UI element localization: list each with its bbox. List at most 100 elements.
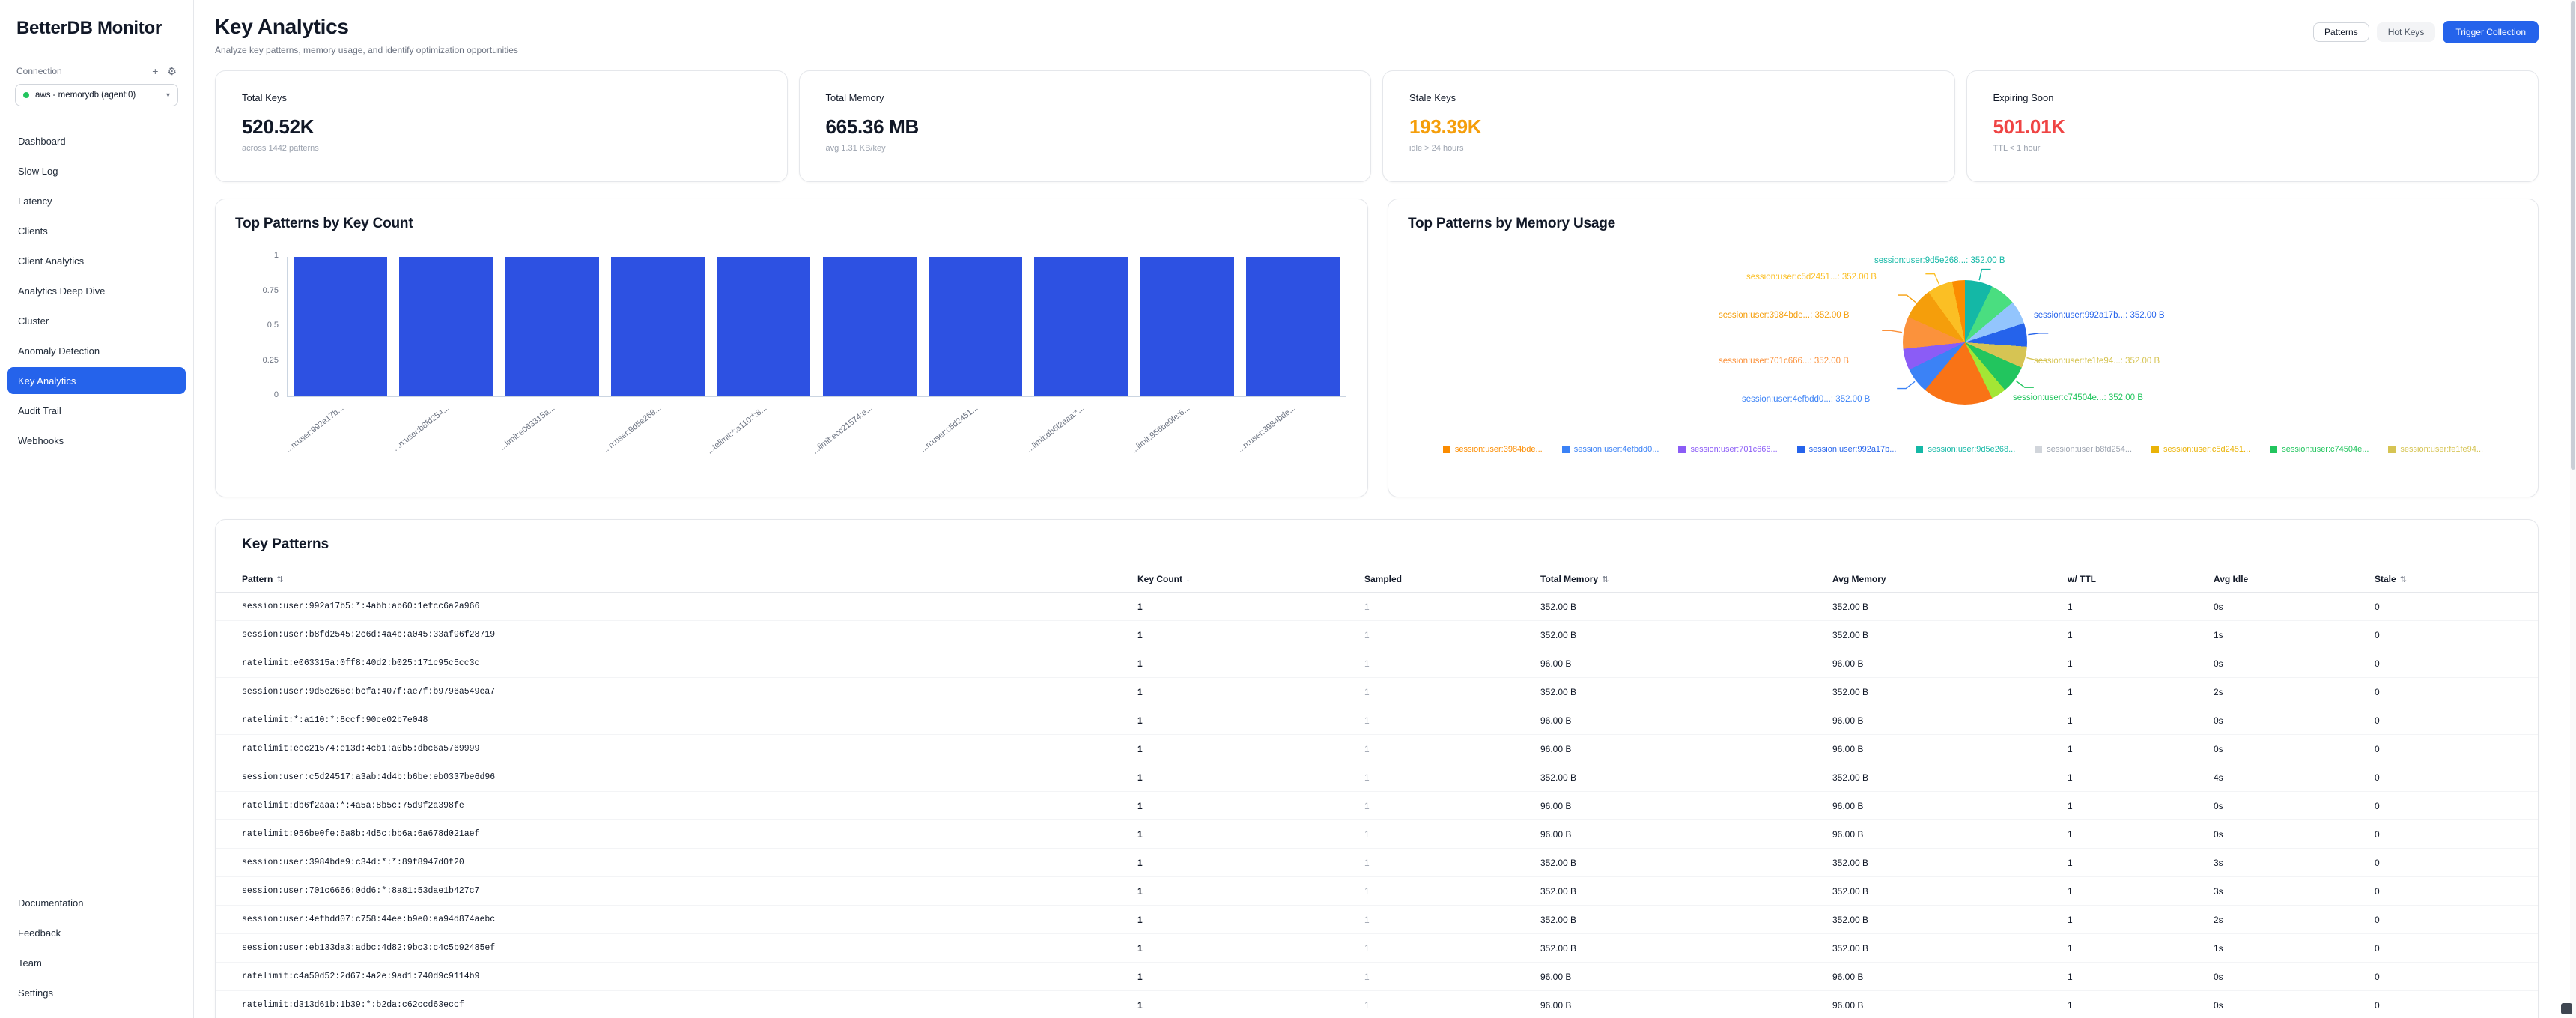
cell: 96.00 B	[1540, 828, 1572, 840]
legend-item-session-user-c5d2451[interactable]: session:user:c5d2451...	[2151, 445, 2250, 454]
bar-cell	[499, 257, 605, 396]
bar[interactable]	[1245, 257, 1340, 396]
cell: 0	[2375, 686, 2380, 697]
sidebar-item-latency[interactable]: Latency	[18, 195, 52, 207]
cell: 0	[2375, 828, 2380, 840]
column-header-stale[interactable]: Stale ⇅	[2375, 574, 2512, 584]
patterns-button[interactable]: Patterns	[2313, 22, 2369, 42]
corner-badge	[2561, 1003, 2572, 1014]
bar[interactable]	[505, 257, 599, 396]
cell: 1	[2068, 772, 2073, 783]
column-header-total-memory[interactable]: Total Memory ⇅	[1540, 574, 1832, 584]
scrollbar[interactable]	[2570, 0, 2576, 1018]
pie-chart-card: Top Patterns by Memory Usage session:use…	[1388, 199, 2539, 497]
bar[interactable]	[611, 257, 705, 396]
table-row[interactable]: ratelimit:956be0fe:6a8b:4d5c:bb6a:6a678d…	[216, 820, 2538, 849]
sidebar-item-clients[interactable]: Clients	[18, 225, 48, 237]
cell: 352.00 B	[1540, 885, 1577, 897]
column-label: Avg Idle	[2214, 574, 2249, 584]
pie-slice-label: session:user:c5d2451...: 352.00 B	[1746, 273, 1877, 282]
connection-status-dot	[23, 92, 29, 98]
bar[interactable]	[717, 257, 811, 396]
sidebar-item-webhooks[interactable]: Webhooks	[18, 434, 64, 446]
sidebar-footer-documentation[interactable]: Documentation	[18, 897, 84, 909]
sidebar-footer-feedback[interactable]: Feedback	[18, 927, 61, 939]
sidebar-item-cluster[interactable]: Cluster	[18, 315, 49, 327]
hot-keys-button[interactable]: Hot Keys	[2376, 22, 2436, 42]
connection-select[interactable]: aws - memorydb (agent:0) ▾	[15, 84, 178, 106]
sidebar-item-analytics-deep-dive[interactable]: Analytics Deep Dive	[18, 285, 106, 297]
pie[interactable]	[1903, 280, 2027, 405]
stat-value: 193.39K	[1409, 115, 1482, 138]
table-row[interactable]: ratelimit:d313d61b:1b39:*:b2da:c62ccd63e…	[216, 991, 2538, 1018]
legend-item-session-user-701c666[interactable]: session:user:701c666...	[1678, 445, 1778, 454]
x-axis-label: ...limit:956be0fe:6...	[1129, 404, 1192, 455]
column-header-avg-memory[interactable]: Avg Memory	[1832, 574, 2068, 584]
sidebar-nav: Dashboard Slow Log Latency Clients Client An…	[7, 127, 186, 454]
connection-settings-icon[interactable]: ⚙	[167, 65, 177, 77]
bar[interactable]	[1140, 257, 1234, 396]
legend-label: session:user:3984bde...	[1454, 445, 1543, 454]
bar[interactable]	[399, 257, 493, 396]
table-row[interactable]: session:user:701c6666:0dd6:*:8a81:53dae1…	[216, 877, 2538, 906]
bar-cell	[393, 257, 499, 396]
bar[interactable]	[1034, 257, 1128, 396]
cell: 1	[1364, 914, 1370, 925]
cell: 1	[2068, 800, 2073, 811]
column-header-key-count[interactable]: Key Count ↓	[1137, 574, 1364, 584]
cell: 1	[1137, 999, 1143, 1011]
bar-cell	[711, 257, 816, 396]
sidebar: BetterDB Monitor Connection + ⚙ aws - me…	[0, 0, 194, 1018]
column-header-avg-idle[interactable]: Avg Idle	[2214, 574, 2375, 584]
trigger-collection-button[interactable]: Trigger Collection	[2443, 21, 2539, 43]
bar-cell	[1028, 257, 1134, 396]
sidebar-footer-team[interactable]: Team	[18, 957, 42, 969]
sidebar-item-anomaly-detection[interactable]: Anomaly Detection	[18, 345, 100, 357]
legend-item-session-user-4efbdd0[interactable]: session:user:4efbdd0...	[1561, 445, 1659, 454]
column-header-pattern[interactable]: Pattern ⇅	[242, 574, 1137, 584]
cell: session:user:701c6666:0dd6:*:8a81:53dae1…	[242, 886, 480, 896]
table-row[interactable]: ratelimit:*:a110:*:8ccf:90ce02b7e048 1 1 96…	[216, 706, 2538, 735]
scrollbar-thumb[interactable]	[2571, 1, 2575, 470]
table-row[interactable]: session:user:9d5e268c:bcfa:407f:ae7f:b97…	[216, 678, 2538, 706]
cell: 1	[2068, 857, 2073, 868]
legend-item-session-user-b8fd254[interactable]: session:user:b8fd254...	[2035, 445, 2132, 454]
sidebar-item-slow-log[interactable]: Slow Log	[18, 165, 58, 177]
sidebar-item-audit-trail[interactable]: Audit Trail	[18, 405, 61, 416]
table-row[interactable]: session:user:c5d24517:a3ab:4d4b:b6be:eb0…	[216, 763, 2538, 792]
bar[interactable]	[928, 257, 1022, 396]
column-header-sampled[interactable]: Sampled	[1364, 574, 1540, 584]
stat-label: Expiring Soon	[1993, 92, 2054, 103]
legend-item-session-user-992a17b[interactable]: session:user:992a17b...	[1796, 445, 1896, 454]
bar[interactable]	[822, 257, 917, 396]
sidebar-item-dashboard[interactable]: Dashboard	[18, 135, 66, 147]
page-title: Key Analytics	[215, 15, 349, 38]
cell: 1	[1364, 828, 1370, 840]
table-row[interactable]: ratelimit:ecc21574:e13d:4cb1:a0b5:dbc6a5…	[216, 735, 2538, 763]
sidebar-item-key-analytics[interactable]: Key Analytics	[7, 367, 186, 394]
table-row[interactable]: session:user:992a17b5:*:4abb:ab60:1efcc6…	[216, 593, 2538, 621]
table-row[interactable]: session:user:eb133da3:adbc:4d82:9bc3:c4c…	[216, 934, 2538, 963]
legend-item-session-user-3984bde[interactable]: session:user:3984bde...	[1442, 445, 1543, 454]
sidebar-item-client-analytics[interactable]: Client Analytics	[18, 255, 85, 267]
table-row[interactable]: ratelimit:c4a50d52:2d67:4a2e:9ad1:740d9c…	[216, 963, 2538, 991]
table-row[interactable]: session:user:3984bde9:c34d:*:*:89f8947d0…	[216, 849, 2538, 877]
cell: 96.00 B	[1540, 800, 1572, 811]
x-axis-label: ...limit:e063315a...	[498, 404, 557, 452]
add-connection-icon[interactable]: +	[152, 65, 159, 77]
bar[interactable]	[294, 257, 388, 396]
table-row[interactable]: session:user:4efbdd07:c758:44ee:b9e0:aa9…	[216, 906, 2538, 934]
table-row[interactable]: session:user:b8fd2545:2c6d:4a4b:a045:33a…	[216, 621, 2538, 649]
legend-item-session-user-c74504e[interactable]: session:user:c74504e...	[2270, 445, 2369, 454]
table-row[interactable]: ratelimit:db6f2aaa:*:4a5a:8b5c:75d9f2a39…	[216, 792, 2538, 820]
legend-item-session-user-fe1fe94[interactable]: session:user:fe1fe94...	[2388, 445, 2483, 454]
table-title: Key Patterns	[242, 536, 329, 552]
cell: 352.00 B	[1540, 942, 1577, 954]
x-axis-label: ...n:user:992a17b...	[283, 404, 346, 455]
sidebar-footer-settings[interactable]: Settings	[18, 987, 53, 999]
column-header-w-ttl[interactable]: w/ TTL	[2068, 574, 2214, 584]
table-row[interactable]: ratelimit:e063315a:0ff8:40d2:b025:171c95…	[216, 649, 2538, 678]
legend-item-session-user-9d5e268[interactable]: session:user:9d5e268...	[1916, 445, 2015, 454]
key-patterns-card: Key Patterns Pattern ⇅ Key Count ↓ Sampled To…	[215, 519, 2539, 1018]
